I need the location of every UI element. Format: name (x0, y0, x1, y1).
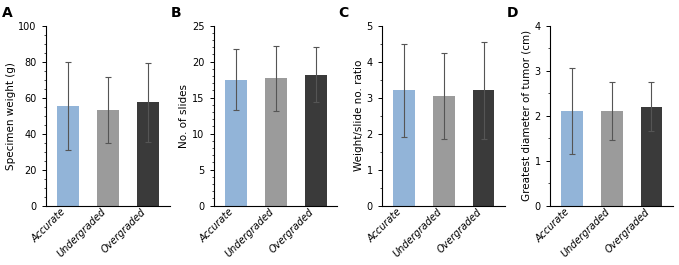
Text: D: D (507, 6, 518, 20)
Bar (473, 90, 494, 206)
Bar (601, 111, 623, 206)
Bar (136, 102, 158, 206)
Text: B: B (170, 6, 181, 20)
Y-axis label: Weight/slide no. ratio: Weight/slide no. ratio (354, 60, 364, 171)
Bar (225, 80, 246, 206)
Y-axis label: Specimen weight (g): Specimen weight (g) (5, 62, 16, 170)
Bar (433, 96, 454, 206)
Bar (392, 90, 415, 206)
Bar (57, 106, 79, 206)
Bar (305, 75, 327, 206)
Bar (265, 78, 287, 206)
Bar (561, 111, 583, 206)
Y-axis label: No. of slides: No. of slides (179, 84, 189, 148)
Text: C: C (338, 6, 348, 20)
Bar (640, 107, 663, 206)
Text: A: A (3, 6, 13, 20)
Y-axis label: Greatest diameter of tumor (cm): Greatest diameter of tumor (cm) (521, 30, 532, 201)
Bar (96, 110, 119, 206)
